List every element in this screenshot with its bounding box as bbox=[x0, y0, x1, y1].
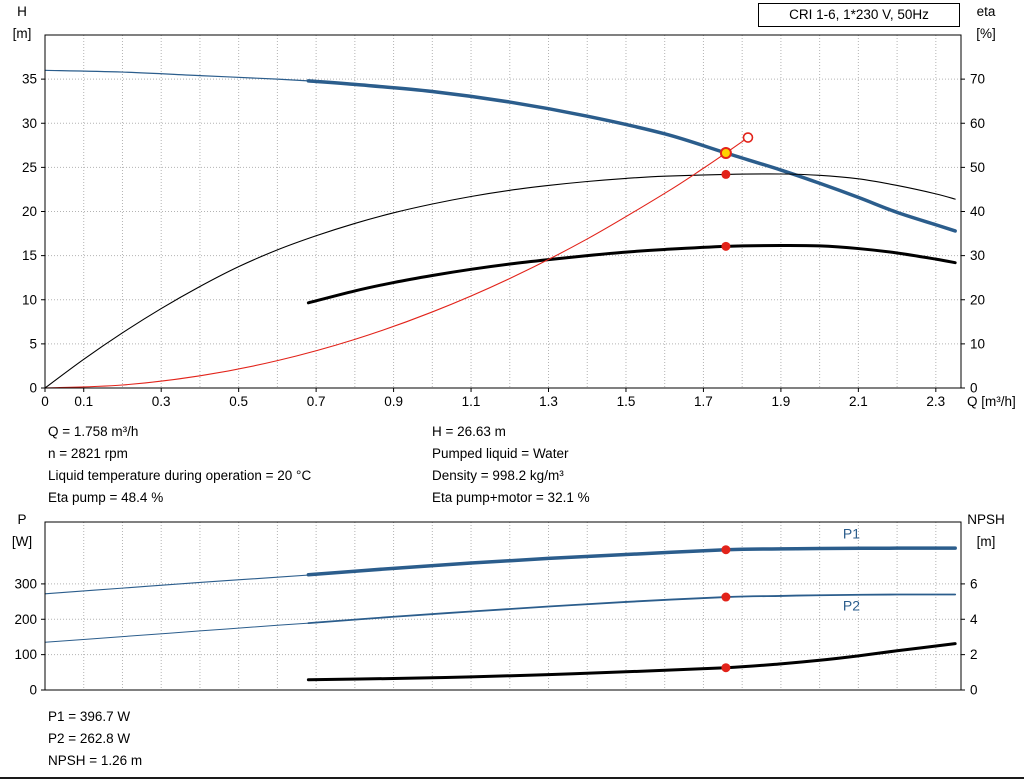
y-right-axis-title: NPSH bbox=[967, 512, 1005, 527]
y-right-tick-label: 20 bbox=[970, 292, 985, 307]
x-tick-label: 1.3 bbox=[539, 394, 558, 409]
plot-border bbox=[44, 521, 962, 691]
x-tick-label: 0.9 bbox=[384, 394, 403, 409]
hq-eta-chart-svg: 0 0.1 0.3 0.5 0.7 0.9 1.1 1.3 1.5 1.7 1.9 2.1 2.3 0 5 1… bbox=[13, 4, 1016, 409]
p1-duty-dot bbox=[721, 545, 731, 555]
pump-curve bbox=[306, 79, 957, 233]
y-left-tick-label: 0 bbox=[29, 683, 37, 698]
pump-model-label: CRI 1-6, 1*230 V, 50Hz bbox=[789, 7, 929, 22]
power-npsh-chart-svg: 0 100 200 300 0 2 4 6 P [W] NPSH [m] P1 P2 bbox=[12, 512, 1005, 698]
y-right-tick-label: 30 bbox=[970, 248, 985, 263]
info-line-pumped-liquid: Pumped liquid = Water bbox=[432, 446, 569, 461]
power-info-block: P1 = 396.7 W P2 = 262.8 W NPSH = 1.26 m bbox=[48, 706, 142, 772]
y-right-tick-label: 4 bbox=[970, 612, 978, 627]
npsh-curve bbox=[306, 642, 957, 682]
info-line-liquid-temp: Liquid temperature during operation = 20… bbox=[48, 468, 312, 483]
y-left-axis-title: [W] bbox=[12, 534, 32, 549]
y-right-tick-label: 50 bbox=[970, 160, 985, 175]
x-axis-title: Q [m³/h] bbox=[967, 394, 1016, 409]
x-tick-label: 1.1 bbox=[462, 394, 481, 409]
y-left-tick-label: 200 bbox=[14, 612, 37, 627]
x-tick-label: 0.7 bbox=[307, 394, 326, 409]
y-left-tick-label: 5 bbox=[29, 336, 37, 351]
y-left-tick-label: 100 bbox=[14, 647, 37, 662]
y-right-tick-label: 70 bbox=[970, 72, 985, 87]
duty-info-left-column: Q = 1.758 m³/h n = 2821 rpm Liquid tempe… bbox=[48, 421, 311, 509]
info-line-p1: P1 = 396.7 W bbox=[48, 709, 131, 724]
duty-info-right-column: H = 26.63 m Pumped liquid = Water Densit… bbox=[432, 421, 590, 509]
y-right-tick-label: 2 bbox=[970, 647, 978, 662]
x-tick-label: 1.7 bbox=[694, 394, 713, 409]
info-line-q: Q = 1.758 m³/h bbox=[48, 424, 139, 439]
info-line-eta-pump: Eta pump = 48.4 % bbox=[48, 490, 164, 505]
eta-pump-duty-dot bbox=[721, 169, 731, 179]
system-curve bbox=[44, 136, 749, 389]
y-left-tick-label: 25 bbox=[22, 160, 37, 175]
info-line-p2: P2 = 262.8 W bbox=[48, 731, 131, 746]
y-right-tick-label: 0 bbox=[970, 381, 978, 396]
y-left-tick-label: 10 bbox=[22, 292, 37, 307]
info-line-speed: n = 2821 rpm bbox=[48, 446, 128, 461]
y-right-tick-label: 6 bbox=[970, 576, 978, 591]
x-tick-label: 0.3 bbox=[152, 394, 171, 409]
p2-curve-thin bbox=[44, 621, 325, 643]
pump-model-box: CRI 1-6, 1*230 V, 50Hz bbox=[758, 3, 960, 27]
eta-pump-motor-duty-dot bbox=[721, 241, 731, 251]
y-right-axis-title: [m] bbox=[977, 534, 996, 549]
x-tick-label: 0.1 bbox=[74, 394, 93, 409]
x-tick-label: 2.1 bbox=[849, 394, 868, 409]
y-right-tick-label: 40 bbox=[970, 204, 985, 219]
pump-curve-thin bbox=[44, 69, 325, 83]
info-line-h: H = 26.63 m bbox=[432, 424, 506, 439]
y-left-axis-title: H bbox=[17, 4, 27, 19]
p1-curve-label: P1 bbox=[843, 526, 860, 542]
eta-pump-curve bbox=[44, 173, 956, 389]
y-right-tick-label: 10 bbox=[970, 336, 985, 351]
y-right-axis-title: eta bbox=[977, 4, 996, 19]
duty-point-marker[interactable] bbox=[719, 146, 732, 159]
x-tick-label: 0.5 bbox=[229, 394, 248, 409]
info-line-density: Density = 998.2 kg/m³ bbox=[432, 468, 564, 483]
info-line-npsh: NPSH = 1.26 m bbox=[48, 753, 143, 768]
x-tick-label: 2.3 bbox=[926, 394, 945, 409]
y-left-tick-label: 300 bbox=[14, 576, 37, 591]
y-left-axis-title: [m] bbox=[13, 26, 32, 41]
y-right-tick-label: 0 bbox=[970, 683, 978, 698]
x-tick-label: 1.9 bbox=[772, 394, 791, 409]
p2-duty-dot bbox=[721, 592, 731, 602]
x-tick-label: 0 bbox=[41, 394, 49, 409]
y-right-tick-label: 60 bbox=[970, 116, 985, 131]
y-left-tick-label: 15 bbox=[22, 248, 37, 263]
p1-curve-thin bbox=[44, 573, 325, 595]
x-tick-label: 1.5 bbox=[617, 394, 636, 409]
rated-point-marker bbox=[742, 132, 754, 143]
p2-curve bbox=[307, 593, 957, 625]
y-left-tick-label: 20 bbox=[22, 204, 37, 219]
p1-curve bbox=[306, 546, 957, 577]
plot-border bbox=[44, 34, 962, 389]
y-left-axis-title: P bbox=[17, 512, 26, 527]
y-left-tick-label: 0 bbox=[29, 381, 37, 396]
y-left-tick-label: 35 bbox=[22, 72, 37, 87]
y-right-axis-title: [%] bbox=[976, 26, 996, 41]
npsh-duty-dot bbox=[721, 663, 731, 673]
bottom-divider bbox=[0, 777, 1024, 779]
info-line-eta-pump-motor: Eta pump+motor = 32.1 % bbox=[432, 490, 590, 505]
y-left-tick-label: 30 bbox=[22, 116, 37, 131]
p2-curve-label: P2 bbox=[843, 597, 860, 613]
eta-pump-motor-curve bbox=[306, 243, 957, 305]
